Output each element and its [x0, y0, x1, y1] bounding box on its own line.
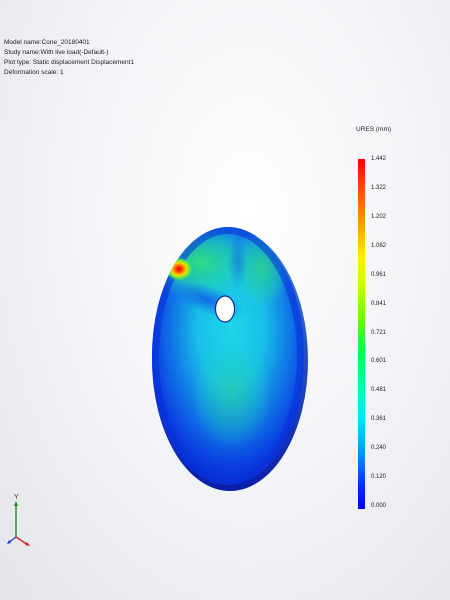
legend-tick-label: 0.841 — [371, 300, 387, 307]
center-hole — [214, 295, 236, 323]
legend-color-bar — [358, 159, 365, 509]
deformation-scale-text: Deformation scale: 1 — [4, 69, 64, 76]
triad-y-label: Y — [14, 494, 19, 501]
legend-tick-label: 1.202 — [371, 213, 387, 220]
legend-tick-label: 1.442 — [371, 156, 387, 162]
legend-ticks: 1.442 1.322 1.202 1.082 0.961 0.841 0.721 0.601… — [371, 156, 411, 516]
displacement-legend: URES (mm) 1.442 1.322 1.202 1.082 0.961 0.841… — [352, 126, 412, 526]
legend-tick-label: 0.240 — [371, 445, 387, 452]
green-region-lower — [192, 340, 272, 450]
legend-title: URES (mm) — [356, 126, 392, 133]
legend-tick-label: 0.120 — [371, 474, 387, 481]
legend-tick-label: 1.082 — [371, 242, 387, 249]
model-name-text: Model name:Cone_20180401 — [4, 39, 90, 46]
axis-triad[interactable]: Y — [6, 490, 36, 550]
legend-tick-label: 0.601 — [371, 358, 387, 365]
blue-streak-2 — [228, 234, 248, 290]
legend-tick-label: 0.000 — [371, 503, 387, 509]
legend-tick-label: 0.721 — [371, 329, 387, 336]
legend-tick-label: 1.322 — [371, 184, 387, 191]
legend-tick-label: 0.961 — [371, 271, 387, 278]
plot-type-text: Plot type: Static displacement Displacem… — [4, 59, 135, 66]
study-info: Model name:Cone_20180401 Study name:With… — [4, 38, 134, 78]
legend-tick-label: 0.361 — [371, 416, 387, 423]
study-name-text: Study name:With live load(-Default-) — [4, 49, 109, 56]
max-displacement-spot — [165, 257, 193, 281]
legend-tick-label: 0.481 — [371, 387, 387, 394]
